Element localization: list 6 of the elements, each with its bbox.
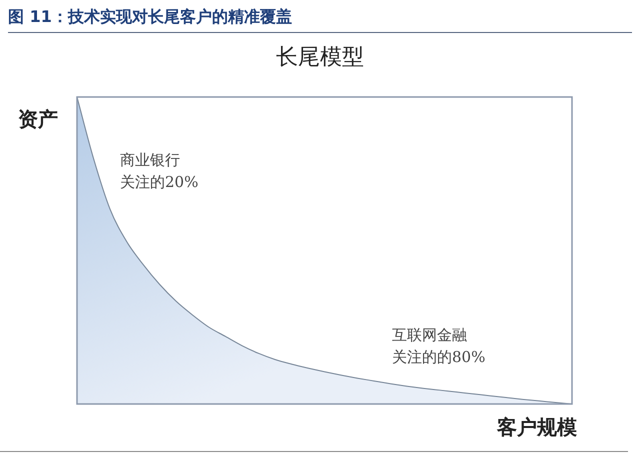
y-axis-title: 资产 bbox=[18, 106, 58, 133]
annotation: 互联网金融关注的的80% bbox=[392, 325, 486, 368]
x-axis-title: 客户规模 bbox=[497, 414, 577, 441]
chart-title: 图 11：技术实现对长尾客户的精准覆盖 bbox=[8, 7, 292, 28]
chart-subtitle: 长尾模型 bbox=[276, 44, 364, 72]
annotation: 商业银行关注的20% bbox=[120, 150, 198, 193]
